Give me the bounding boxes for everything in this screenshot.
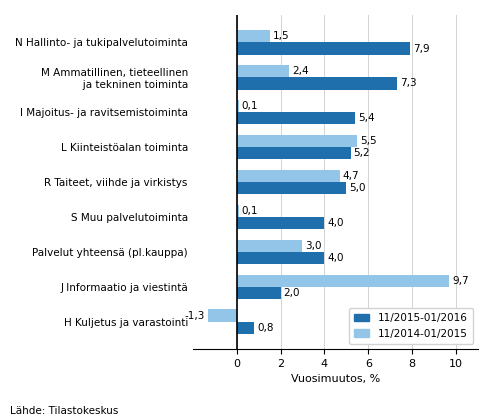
Bar	[237, 147, 351, 159]
Bar	[237, 77, 397, 89]
Text: 4,7: 4,7	[343, 171, 359, 181]
Text: Lähde: Tilastokeskus: Lähde: Tilastokeskus	[10, 406, 118, 416]
Text: 3,0: 3,0	[305, 241, 322, 251]
Text: -1,3: -1,3	[185, 311, 205, 321]
Text: 5,0: 5,0	[349, 183, 366, 193]
Bar	[237, 252, 324, 264]
Bar	[208, 310, 237, 322]
Bar	[237, 135, 357, 147]
Bar	[237, 42, 410, 54]
Bar	[237, 100, 239, 112]
Bar	[237, 240, 302, 252]
Text: 0,8: 0,8	[257, 323, 274, 333]
Legend: 11/2015-01/2016, 11/2014-01/2015: 11/2015-01/2016, 11/2014-01/2015	[349, 308, 473, 344]
Text: 5,5: 5,5	[360, 136, 377, 146]
Text: 7,3: 7,3	[400, 79, 416, 89]
Text: 5,2: 5,2	[353, 148, 370, 158]
Text: 0,1: 0,1	[242, 101, 258, 111]
Text: 5,4: 5,4	[358, 113, 375, 123]
X-axis label: Vuosimuutos, %: Vuosimuutos, %	[291, 374, 380, 384]
Bar	[237, 182, 347, 194]
Text: 9,7: 9,7	[452, 276, 469, 286]
Text: 1,5: 1,5	[273, 31, 289, 41]
Text: 4,0: 4,0	[327, 253, 344, 263]
Bar	[237, 65, 289, 77]
Bar	[237, 287, 281, 299]
Text: 7,9: 7,9	[413, 44, 429, 54]
Bar	[237, 170, 340, 182]
Bar	[237, 275, 450, 287]
Bar	[237, 112, 355, 124]
Bar	[237, 217, 324, 229]
Bar	[237, 30, 270, 42]
Bar	[237, 322, 254, 334]
Text: 2,0: 2,0	[283, 288, 300, 298]
Text: 2,4: 2,4	[292, 66, 309, 76]
Text: 4,0: 4,0	[327, 218, 344, 228]
Bar	[237, 205, 239, 217]
Text: 0,1: 0,1	[242, 206, 258, 216]
